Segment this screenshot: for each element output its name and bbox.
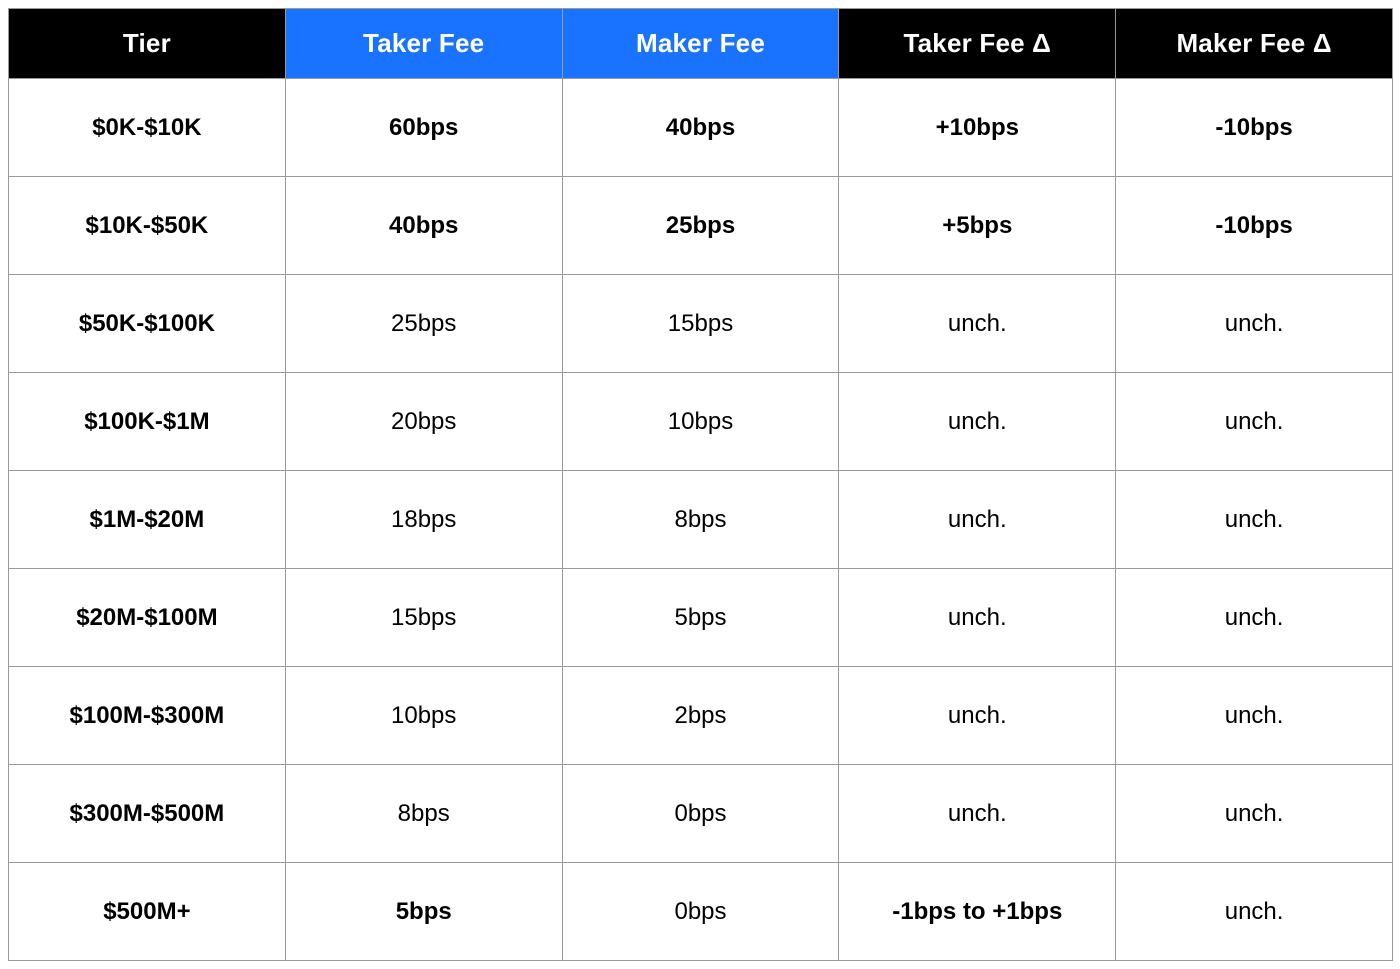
table-row: $10K-$50K40bps25bps+5bps-10bps (9, 177, 1393, 275)
cell-taker: 40bps (285, 177, 562, 275)
cell-taker_delta: unch. (839, 667, 1116, 765)
cell-maker_delta: -10bps (1116, 177, 1393, 275)
cell-maker: 0bps (562, 863, 839, 961)
col-header-maker_delta: Maker Fee Δ (1116, 9, 1393, 79)
cell-taker_delta: unch. (839, 471, 1116, 569)
col-header-taker: Taker Fee (285, 9, 562, 79)
cell-taker: 10bps (285, 667, 562, 765)
cell-taker_delta: unch. (839, 373, 1116, 471)
cell-maker: 10bps (562, 373, 839, 471)
col-header-taker_delta: Taker Fee Δ (839, 9, 1116, 79)
cell-maker: 25bps (562, 177, 839, 275)
cell-maker_delta: unch. (1116, 569, 1393, 667)
cell-maker_delta: -10bps (1116, 79, 1393, 177)
page-wrap: TierTaker FeeMaker FeeTaker Fee ΔMaker F… (0, 0, 1400, 969)
table-row: $100K-$1M20bps10bpsunch.unch. (9, 373, 1393, 471)
cell-taker_delta: +5bps (839, 177, 1116, 275)
cell-maker_delta: unch. (1116, 275, 1393, 373)
cell-taker: 8bps (285, 765, 562, 863)
cell-tier: $300M-$500M (9, 765, 286, 863)
cell-tier: $1M-$20M (9, 471, 286, 569)
cell-maker_delta: unch. (1116, 667, 1393, 765)
table-row: $50K-$100K25bps15bpsunch.unch. (9, 275, 1393, 373)
table-header-row: TierTaker FeeMaker FeeTaker Fee ΔMaker F… (9, 9, 1393, 79)
cell-taker_delta: +10bps (839, 79, 1116, 177)
cell-tier: $10K-$50K (9, 177, 286, 275)
cell-tier: $100M-$300M (9, 667, 286, 765)
cell-maker_delta: unch. (1116, 765, 1393, 863)
cell-maker_delta: unch. (1116, 471, 1393, 569)
table-row: $500M+5bps0bps-1bps to +1bpsunch. (9, 863, 1393, 961)
table-row: $0K-$10K60bps40bps+10bps-10bps (9, 79, 1393, 177)
cell-tier: $500M+ (9, 863, 286, 961)
cell-taker: 18bps (285, 471, 562, 569)
table-row: $100M-$300M10bps2bpsunch.unch. (9, 667, 1393, 765)
table-row: $1M-$20M18bps8bpsunch.unch. (9, 471, 1393, 569)
cell-taker: 5bps (285, 863, 562, 961)
cell-taker_delta: unch. (839, 275, 1116, 373)
cell-maker_delta: unch. (1116, 373, 1393, 471)
cell-taker_delta: -1bps to +1bps (839, 863, 1116, 961)
cell-tier: $100K-$1M (9, 373, 286, 471)
cell-tier: $20M-$100M (9, 569, 286, 667)
cell-maker: 5bps (562, 569, 839, 667)
col-header-maker: Maker Fee (562, 9, 839, 79)
cell-maker: 8bps (562, 471, 839, 569)
cell-maker: 0bps (562, 765, 839, 863)
cell-taker_delta: unch. (839, 569, 1116, 667)
cell-taker: 15bps (285, 569, 562, 667)
cell-maker_delta: unch. (1116, 863, 1393, 961)
table-row: $20M-$100M15bps5bpsunch.unch. (9, 569, 1393, 667)
cell-taker: 60bps (285, 79, 562, 177)
table-row: $300M-$500M8bps0bpsunch.unch. (9, 765, 1393, 863)
cell-tier: $50K-$100K (9, 275, 286, 373)
cell-maker: 2bps (562, 667, 839, 765)
col-header-tier: Tier (9, 9, 286, 79)
cell-tier: $0K-$10K (9, 79, 286, 177)
cell-taker_delta: unch. (839, 765, 1116, 863)
cell-maker: 15bps (562, 275, 839, 373)
fee-tier-table: TierTaker FeeMaker FeeTaker Fee ΔMaker F… (8, 8, 1393, 961)
cell-taker: 20bps (285, 373, 562, 471)
cell-maker: 40bps (562, 79, 839, 177)
cell-taker: 25bps (285, 275, 562, 373)
